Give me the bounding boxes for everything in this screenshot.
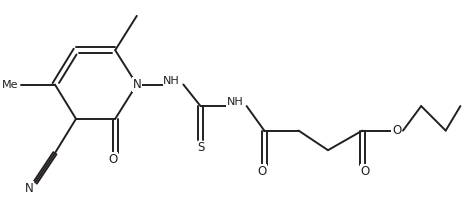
Text: O: O	[360, 165, 369, 178]
Text: O: O	[108, 153, 117, 166]
Text: O: O	[392, 124, 401, 137]
Text: N: N	[133, 78, 141, 91]
Text: NH: NH	[163, 76, 180, 86]
Text: NH: NH	[226, 97, 243, 107]
Text: S: S	[197, 141, 204, 154]
Text: N: N	[25, 182, 34, 195]
Text: O: O	[257, 165, 266, 178]
Text: Me: Me	[2, 79, 18, 90]
